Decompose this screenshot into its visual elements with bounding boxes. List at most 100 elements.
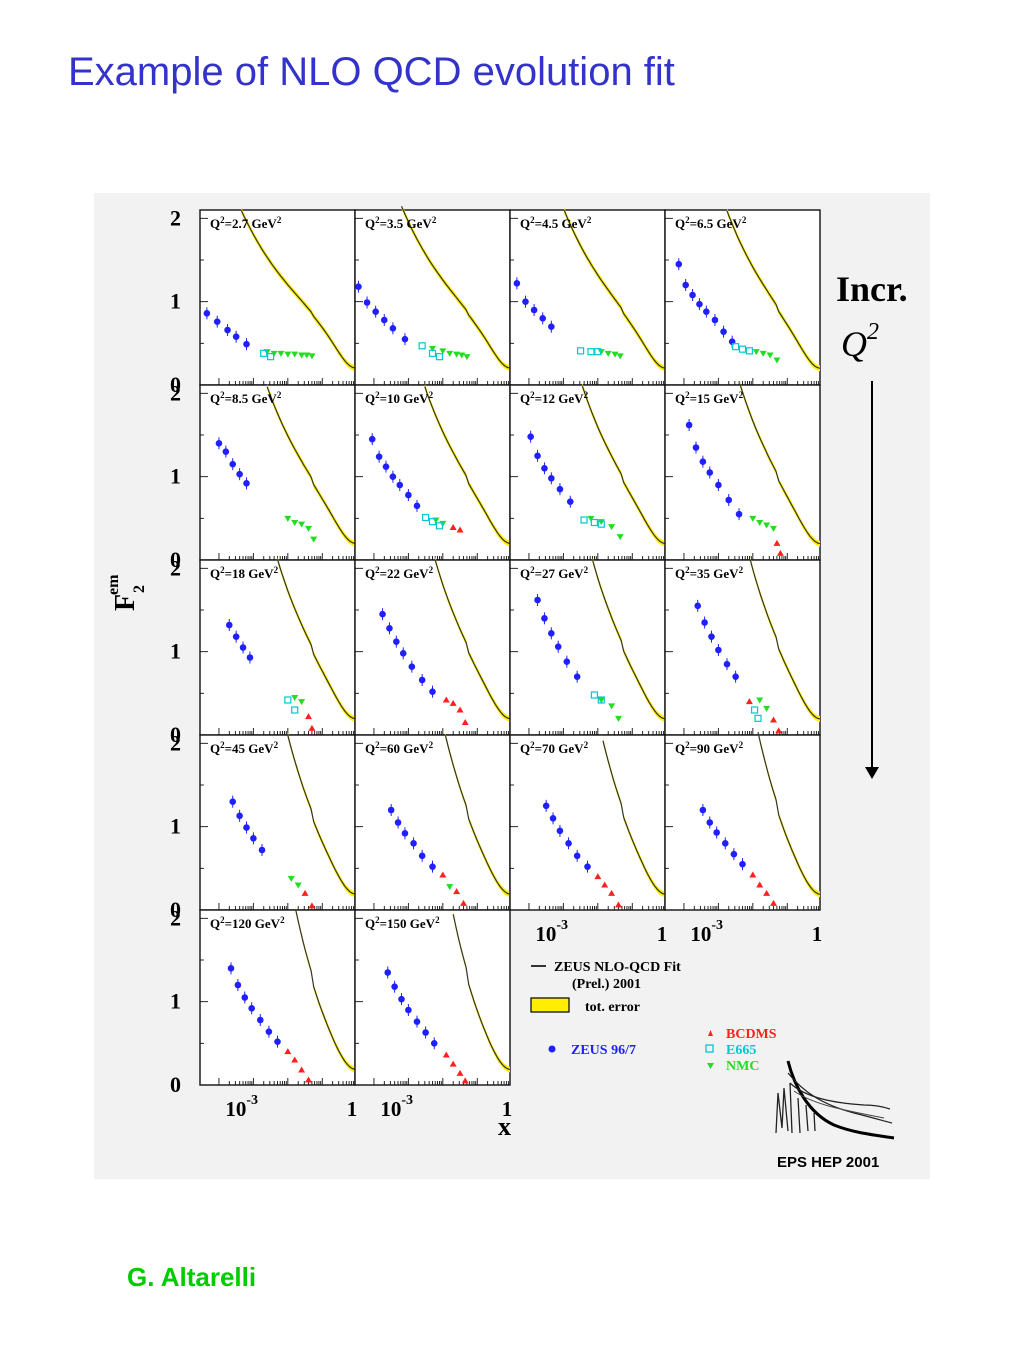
- nmc-point: [298, 699, 306, 706]
- e665-point: [745, 347, 753, 355]
- zeus-point: [386, 625, 393, 632]
- svg-text:Q: Q: [841, 324, 867, 364]
- e665-point: [597, 520, 605, 528]
- svg-text:2: 2: [131, 585, 148, 593]
- zeus-point: [243, 480, 250, 487]
- zeus-point: [541, 465, 548, 472]
- eps-hep-logo: EPS HEP 2001: [775, 1060, 895, 1171]
- f2-evolution-figure: 0 1 2 Q2=2.7 GeV2 Q2=3.5 GeV2 Q2=4.5 GeV2 Q2=6…: [105, 205, 908, 1171]
- zeus-point: [243, 340, 250, 348]
- fit-line: [757, 731, 821, 895]
- panel-q2-150: Q2=150 GeV2: [354, 909, 511, 1086]
- bcdms-point: [601, 881, 609, 888]
- nmc-point: [756, 697, 764, 704]
- bcdms-point: [461, 719, 469, 725]
- y-tick-label: 1: [170, 814, 181, 839]
- legend-nmc-marker: [707, 1063, 714, 1069]
- zeus-point: [713, 829, 720, 836]
- bcdms-point: [770, 716, 777, 723]
- e665-point: [587, 348, 595, 356]
- fit-line: [726, 210, 821, 369]
- panel-q2-18: 0 1 2 Q2=18 GeV2: [170, 555, 356, 747]
- x-tick-label: 1: [347, 1097, 358, 1121]
- nmc-point: [763, 705, 771, 712]
- bcdms-point: [305, 713, 312, 720]
- zeus-point: [239, 644, 247, 651]
- nmc-point: [308, 353, 316, 360]
- x-tick-label: 10-3: [535, 918, 568, 946]
- fit-line: [444, 735, 511, 895]
- x-tick-label: 10-3: [225, 1093, 258, 1121]
- e665-point: [291, 706, 299, 714]
- panel-frame: [354, 384, 511, 561]
- fit-line: [276, 559, 356, 720]
- zeus-point: [274, 1038, 281, 1045]
- zeus-point: [418, 852, 426, 860]
- fit-line: [452, 914, 511, 1071]
- panel-label: Q2=2.7 GeV2: [210, 215, 282, 231]
- bcdms-point: [308, 902, 316, 909]
- zeus-point: [399, 650, 407, 657]
- fit-line: [602, 740, 666, 895]
- zeus-point: [549, 815, 557, 822]
- zeus-point: [355, 283, 362, 290]
- panel-q2-4_5: Q2=4.5 GeV2: [509, 207, 666, 386]
- zeus-point: [429, 863, 436, 870]
- fit-line: [424, 386, 511, 545]
- fit-line: [749, 559, 821, 720]
- zeus-point: [721, 840, 729, 847]
- zeus-point: [675, 260, 683, 268]
- zeus-point: [203, 310, 211, 317]
- nmc-point: [587, 515, 595, 522]
- y-tick-label: 1: [170, 289, 181, 314]
- panel-frame: [509, 559, 666, 736]
- zeus-point: [368, 435, 376, 443]
- zeus-point: [689, 291, 696, 299]
- zeus-point: [229, 798, 237, 805]
- e665-point: [428, 349, 437, 357]
- panel-q2-90: Q2=90 GeV2: [664, 730, 821, 911]
- eps-hep-logo-text: EPS HEP 2001: [777, 1154, 879, 1171]
- panel-label: Q2=35 GeV2: [675, 565, 744, 581]
- panel-q2-15: Q2=15 GeV2: [664, 381, 821, 561]
- zeus-point: [241, 994, 249, 1001]
- panel-label: Q2=22 GeV2: [365, 565, 434, 581]
- bcdms-point: [608, 889, 616, 896]
- zeus-point: [554, 643, 562, 650]
- bcdms-point: [770, 899, 777, 906]
- zeus-point: [563, 658, 571, 665]
- zeus-point: [723, 660, 731, 668]
- zeus-point: [405, 491, 412, 499]
- panel-q2-35: Q2=35 GeV2: [664, 556, 821, 736]
- zeus-point: [522, 298, 529, 305]
- nmc-point: [763, 522, 771, 529]
- nmc-point: [305, 525, 312, 532]
- y-tick-label: 0: [170, 1072, 181, 1097]
- nmc-point: [611, 351, 619, 358]
- y-tick-label: 0: [170, 372, 181, 397]
- zeus-point: [408, 663, 416, 670]
- zeus-point: [215, 440, 223, 447]
- y-tick-label: 0: [170, 547, 181, 572]
- nmc-point: [615, 715, 622, 722]
- zeus-point: [375, 453, 383, 460]
- nmc-point: [752, 349, 760, 356]
- panel-label: Q2=10 GeV2: [365, 390, 434, 406]
- zeus-point: [410, 840, 417, 847]
- zeus-point: [405, 1006, 412, 1014]
- panel-label: Q2=150 GeV2: [365, 915, 440, 931]
- zeus-point: [246, 654, 254, 661]
- fit-line: [295, 909, 356, 1071]
- e665-point: [577, 347, 585, 355]
- y-tick-label: 1: [170, 639, 181, 664]
- x-tick-labels: 10-3 1 10-3 1 10-3 1 10-3 1: [225, 918, 822, 1121]
- zeus-point: [703, 308, 710, 315]
- fit-line: [581, 385, 666, 545]
- svg-text:F: F: [110, 594, 141, 611]
- legend-error-swatch: [530, 997, 570, 1013]
- zeus-point: [234, 981, 242, 989]
- y-tick-label: 2: [170, 205, 181, 230]
- zeus-point: [548, 630, 555, 637]
- nmc-point: [298, 352, 306, 359]
- zeus-point: [706, 819, 714, 826]
